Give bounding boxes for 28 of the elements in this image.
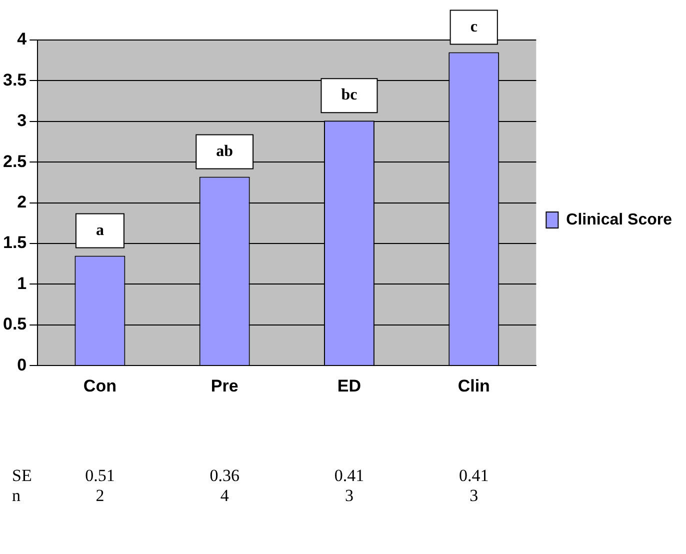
y-tick-label: 2: [17, 192, 27, 212]
text: c: [470, 18, 478, 36]
text: 2: [96, 486, 104, 506]
text: 4: [220, 486, 229, 506]
x-tick-label: Pre: [210, 376, 238, 396]
y-tick-label: 1: [17, 274, 27, 293]
annotation: bc: [341, 86, 358, 104]
annotation: a: [96, 222, 104, 239]
legend-label: Clinical Score: [566, 211, 672, 228]
x-tick-label: Clin: [458, 376, 490, 396]
y-tick-label: 3.5: [2, 70, 27, 90]
y-tick-label: 0: [17, 355, 27, 374]
text: 3: [470, 486, 478, 506]
x-tick-label: Con: [83, 376, 116, 396]
y-tick-label: 1.5: [2, 233, 27, 252]
y-tick-label: 3: [17, 111, 27, 130]
text: SE: [12, 466, 32, 486]
text: 0.41: [334, 466, 364, 486]
text: 0.41: [458, 466, 489, 486]
x-tick-label: ED: [337, 376, 362, 396]
y-tick-label: 2.5: [2, 152, 27, 171]
y-tick-label: 4: [17, 30, 28, 49]
annotation: ab: [216, 142, 234, 160]
text: 0.51: [85, 466, 115, 486]
text: n: [12, 486, 20, 506]
text: 3: [344, 486, 354, 506]
text: 0.36: [210, 466, 240, 486]
y-tick-label: 0.5: [2, 314, 27, 334]
